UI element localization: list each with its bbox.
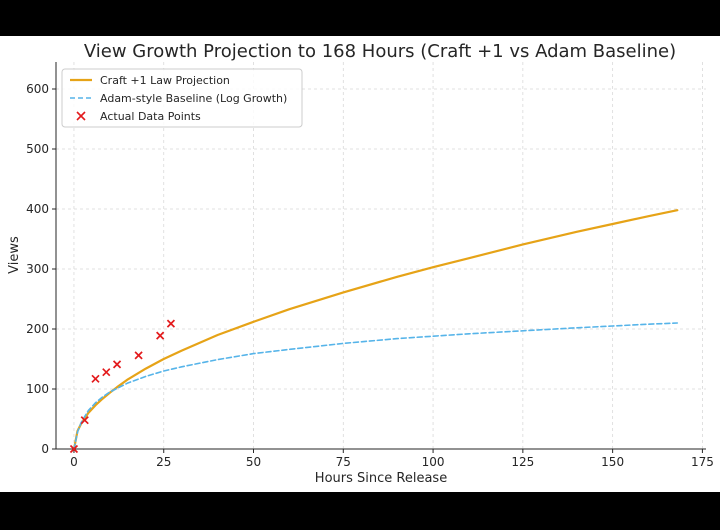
series-layer [69, 209, 679, 454]
y-tick-label: 300 [26, 262, 49, 276]
data-point-marker [156, 331, 165, 340]
y-tick-label: 400 [26, 202, 49, 216]
legend-label-craft: Craft +1 Law Projection [100, 74, 230, 87]
data-point-marker [112, 360, 122, 369]
chart: View Growth Projection to 168 Hours (Cra… [7, 41, 714, 486]
y-tick-label: 600 [26, 82, 49, 96]
legend-label-adam: Adam-style Baseline (Log Growth) [100, 92, 287, 105]
x-tick-label: 50 [246, 455, 261, 469]
series-actual-points [69, 319, 176, 454]
y-tick-label: 200 [26, 322, 49, 336]
data-point-marker [80, 416, 89, 425]
legend-label-actual: Actual Data Points [100, 110, 201, 123]
data-point-marker [166, 319, 176, 328]
x-tick-label: 25 [156, 455, 171, 469]
data-point-marker [102, 368, 111, 377]
legend-swatch-actual [76, 111, 86, 121]
series-line-adam [73, 322, 679, 450]
axes [55, 62, 706, 450]
x-tick-label: 75 [336, 455, 351, 469]
data-point-marker [69, 444, 79, 454]
x-tick-label: 125 [511, 455, 534, 469]
legend-box [61, 68, 303, 128]
y-ticks: 0 100 200 300 400 500 600 [26, 82, 56, 456]
y-tick-label: 500 [26, 142, 49, 156]
series-line-craft [72, 209, 679, 451]
chart-title: View Growth Projection to 168 Hours (Cra… [84, 41, 676, 62]
y-tick-label: 0 [41, 442, 49, 456]
y-axis-label: Views [7, 236, 22, 274]
data-point-marker [91, 374, 100, 383]
legend: Craft +1 Law Projection Adam-style Basel… [61, 68, 303, 128]
y-tick-label: 100 [26, 382, 49, 396]
x-tick-label: 150 [601, 455, 624, 469]
x-ticks: 0 25 50 75 100 125 150 175 [70, 449, 714, 469]
chart-canvas: View Growth Projection to 168 Hours (Cra… [0, 36, 720, 492]
x-tick-label: 175 [691, 455, 714, 469]
x-tick-label: 100 [422, 455, 445, 469]
x-tick-label: 0 [70, 455, 78, 469]
data-point-marker [134, 351, 143, 360]
x-axis-label: Hours Since Release [315, 471, 447, 486]
grid [56, 62, 706, 450]
